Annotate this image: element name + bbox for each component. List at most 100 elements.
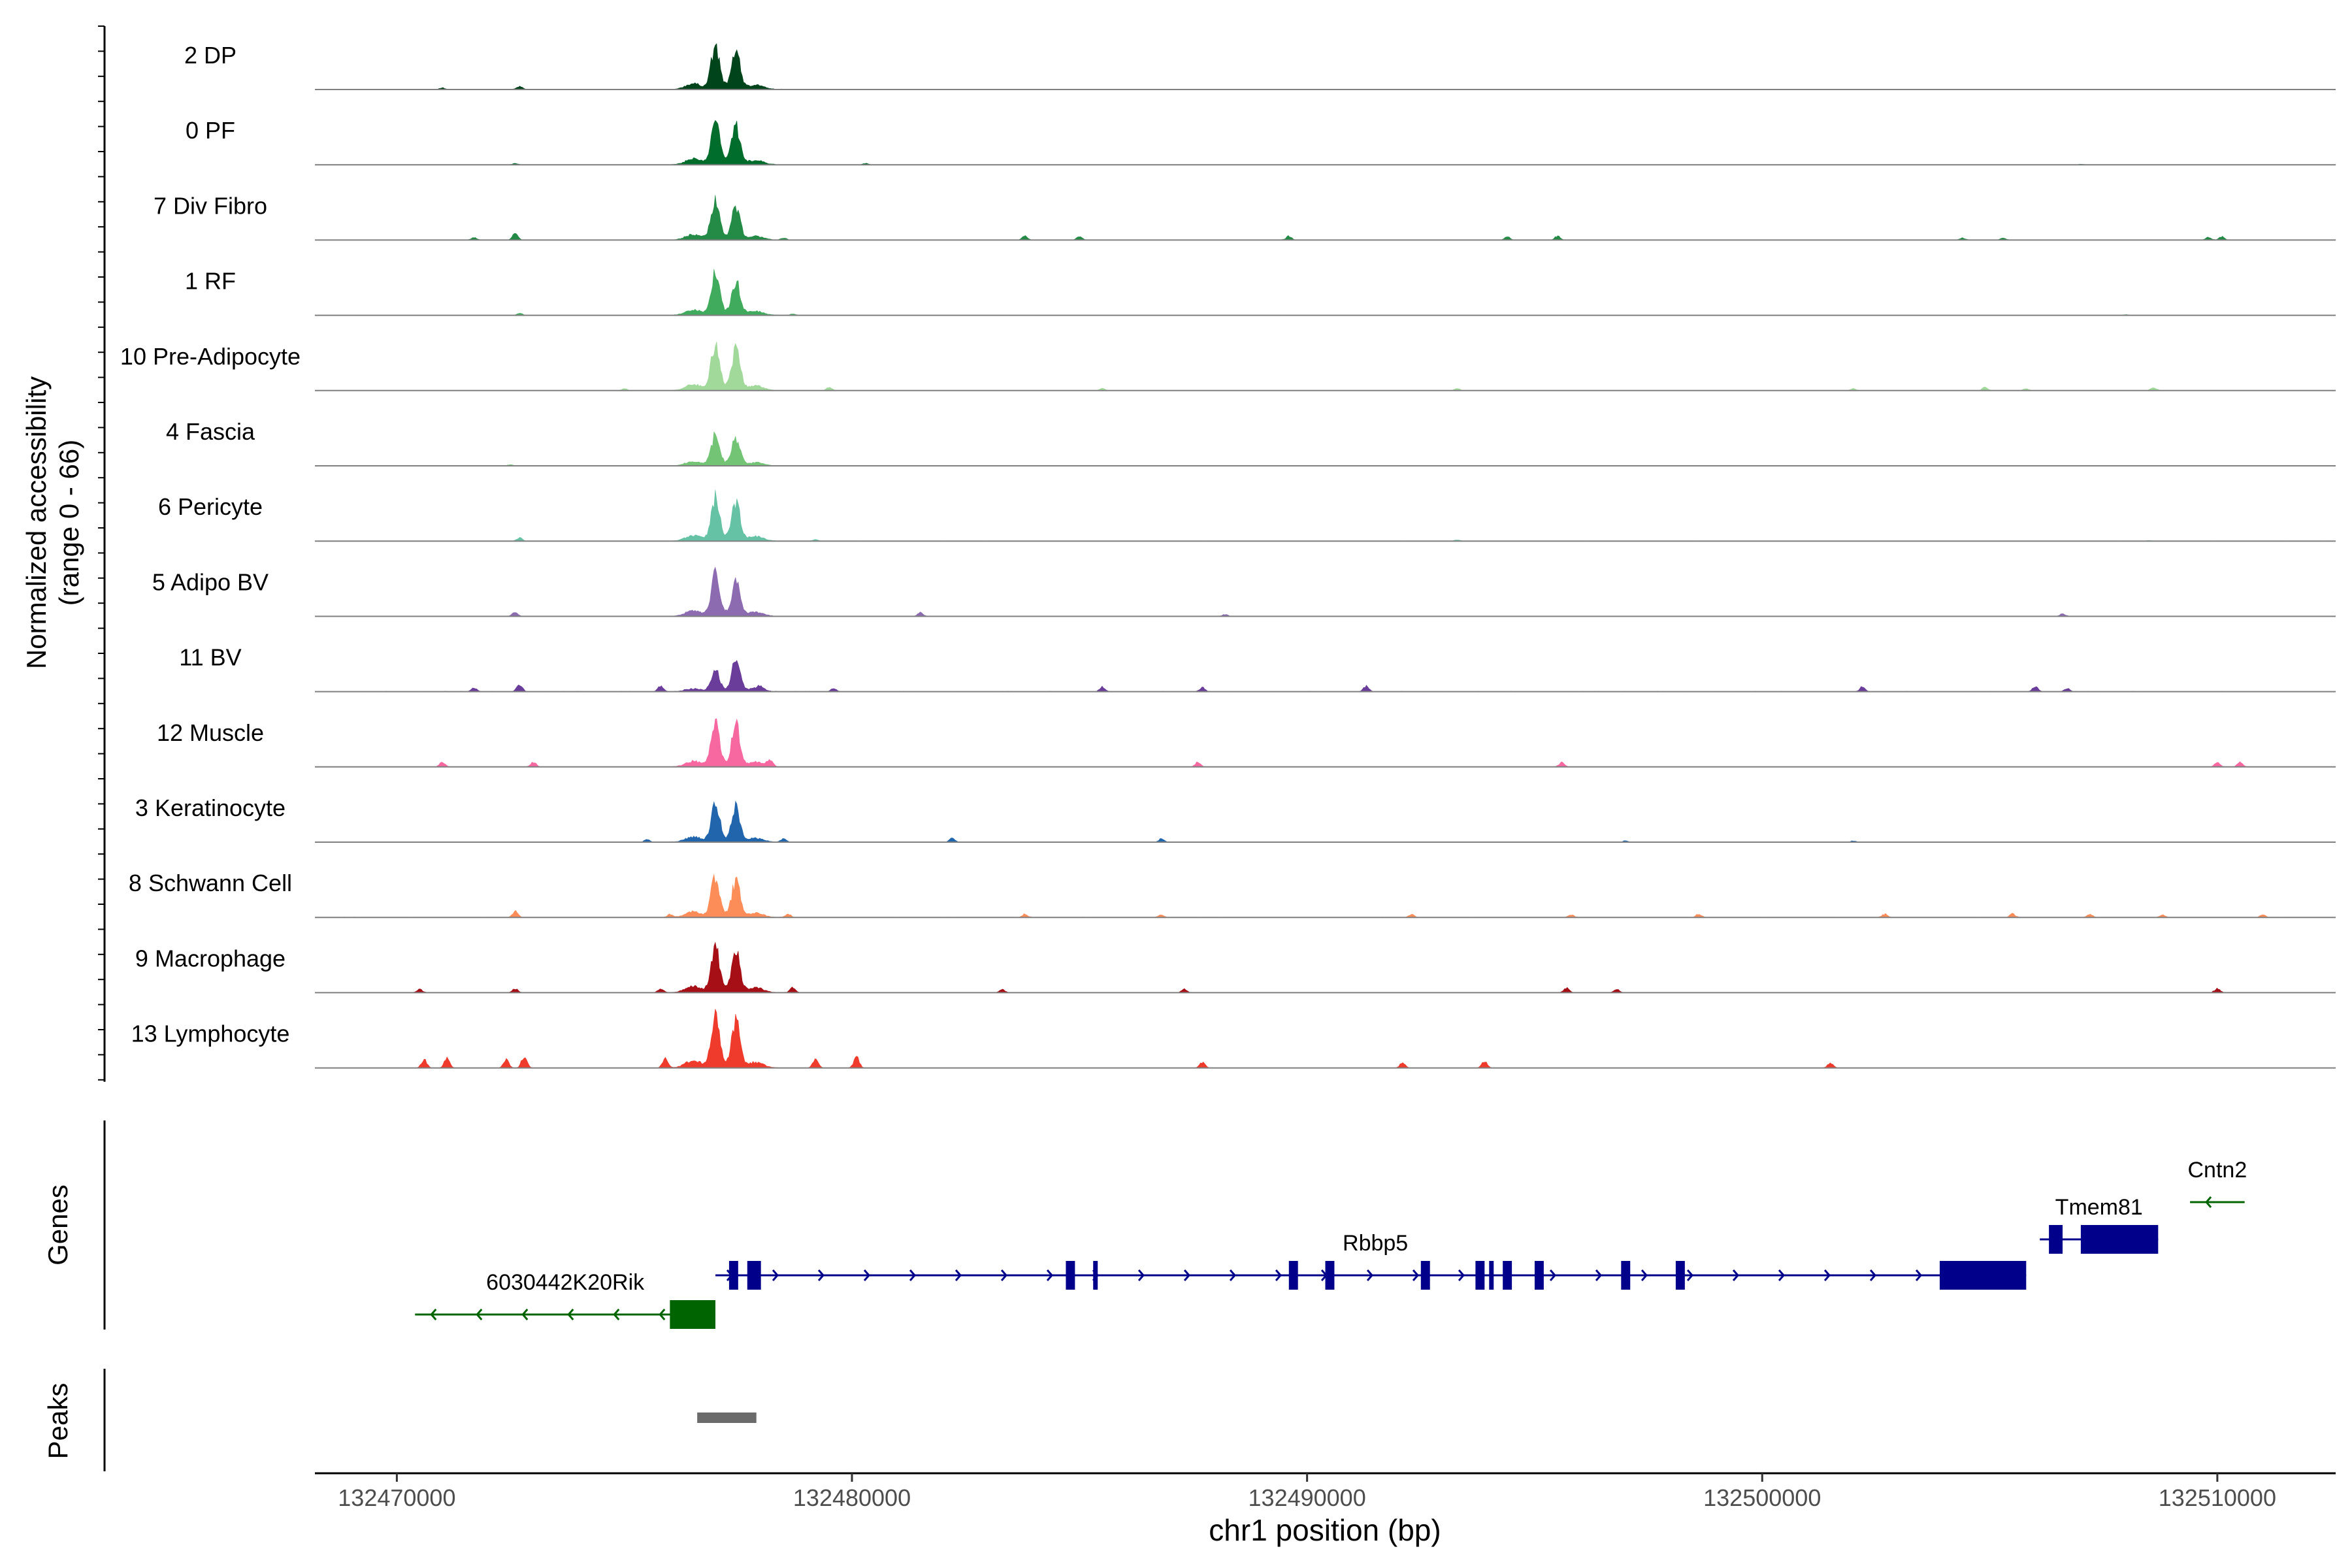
strand-chevron [1229, 1269, 1237, 1281]
exon [2080, 1225, 2159, 1254]
tracks-left-axis [98, 25, 106, 1082]
track-1-rf: 1 RF [185, 268, 2336, 316]
strand-chevron [1915, 1269, 1923, 1281]
track-10-pre-adipocyte: 10 Pre-Adipocyte [120, 342, 2336, 391]
track-7-div-fibro: 7 Div Fibro [154, 192, 2336, 241]
strand-chevron [1412, 1269, 1420, 1281]
track-6-pericyte: 6 Pericyte [158, 489, 2336, 542]
track-label: 10 Pre-Adipocyte [120, 343, 301, 370]
y-axis-title: Normalized accessibility (range 0 - 66) [21, 376, 84, 669]
peaks-panel: Peaks [42, 1369, 757, 1471]
gene-label: Tmem81 [2055, 1195, 2143, 1220]
strand-chevron [1366, 1269, 1374, 1281]
track-label: 7 Div Fibro [154, 192, 267, 219]
track-label: 2 DP [184, 42, 237, 69]
track-9-macrophage: 9 Macrophage [135, 942, 2336, 994]
track-11-bv: 11 BV [179, 644, 2336, 693]
track-4-fascia: 4 Fascia [166, 418, 2336, 466]
gene-tmem81: Tmem81 [2040, 1195, 2159, 1254]
strand-chevron [521, 1309, 529, 1320]
strand-chevron [1000, 1269, 1008, 1281]
exon [1288, 1261, 1298, 1290]
x-tick-label: 132490000 [1249, 1484, 1366, 1511]
track-2-dp: 2 DP [184, 42, 2336, 90]
peak-regions [697, 1413, 757, 1423]
strand-chevron [1641, 1269, 1648, 1281]
exon [1503, 1261, 1512, 1290]
genes-panel-title: Genes [42, 1184, 73, 1266]
strand-chevron [1137, 1269, 1145, 1281]
track-label: 11 BV [179, 644, 241, 671]
x-axis-title: chr1 position (bp) [1209, 1513, 1441, 1547]
track-0-pf: 0 PF [186, 117, 2336, 166]
exon [1093, 1261, 1098, 1290]
track-label: 5 Adipo BV [152, 568, 269, 595]
exon [728, 1261, 738, 1290]
gene-label: 6030442K20Rik [486, 1270, 645, 1295]
coverage-tracks: 2 DP 0 PF 7 Div Fibro 1 RF 10 Pre-Adipocyte 4… [120, 42, 2336, 1069]
track-5-adipo-bv: 5 Adipo BV [152, 566, 2336, 617]
y-axis-title-line1: Normalized accessibility [21, 376, 52, 669]
strand-chevron [476, 1309, 483, 1320]
gene-6030442k20rik: 6030442K20Rik [415, 1270, 716, 1329]
track-label: 1 RF [185, 268, 236, 295]
gene-cntn2: Cntn2 [2188, 1158, 2247, 1208]
exon [747, 1261, 761, 1290]
strand-chevron [613, 1309, 620, 1320]
x-axis: 132470000 132480000 132490000 132500000 1325… [315, 1472, 2336, 1547]
strand-chevron [1275, 1269, 1282, 1281]
strand-chevron [955, 1269, 962, 1281]
track-3-keratinocyte: 3 Keratinocyte [135, 794, 2336, 843]
strand-chevron [817, 1269, 825, 1281]
track-label: 9 Macrophage [135, 945, 286, 972]
track-label: 3 Keratinocyte [135, 794, 286, 821]
strand-chevron [1869, 1269, 1877, 1281]
strand-chevron [1549, 1269, 1557, 1281]
track-label: 4 Fascia [166, 418, 255, 445]
exon [1066, 1261, 1075, 1290]
gene-rbbp5: Rbbp5 [715, 1231, 2027, 1290]
x-tick-label: 132500000 [1703, 1484, 1821, 1511]
y-axis-title-line2: (range 0 - 66) [54, 440, 84, 606]
track-label: 13 Lymphocyte [131, 1021, 290, 1047]
track-label: 8 Schwann Cell [129, 870, 292, 896]
strand-chevron [1595, 1269, 1603, 1281]
x-axis-ticks: 132470000 132480000 132490000 132500000 1325… [338, 1473, 2276, 1511]
peak-bar [697, 1413, 757, 1423]
strand-chevron [430, 1309, 437, 1320]
x-tick-label: 132470000 [338, 1484, 455, 1511]
peaks-panel-title: Peaks [42, 1383, 73, 1460]
strand-chevron [909, 1269, 917, 1281]
exon [670, 1300, 716, 1329]
track-13-lymphocyte: 13 Lymphocyte [131, 1009, 2336, 1069]
strand-chevron [1183, 1269, 1191, 1281]
strand-chevron [1732, 1269, 1740, 1281]
strand-chevron [772, 1269, 779, 1281]
exon [1939, 1261, 2027, 1290]
track-label: 6 Pericyte [158, 493, 263, 520]
track-8-schwann-cell: 8 Schwann Cell [129, 870, 2336, 919]
strand-chevron [659, 1309, 666, 1320]
gene-models: 6030442K20Rik Rbbp5 Tmem81 Cntn2 [415, 1158, 2247, 1329]
exon [2049, 1225, 2063, 1254]
strand-chevron [567, 1309, 574, 1320]
strand-chevron [1823, 1269, 1831, 1281]
exon [1534, 1261, 1544, 1290]
exon [1325, 1261, 1335, 1290]
track-label: 12 Muscle [157, 719, 264, 746]
gene-label: Rbbp5 [1343, 1231, 1408, 1256]
exon [1475, 1261, 1485, 1290]
track-12-muscle: 12 Muscle [157, 718, 2336, 768]
exon [1420, 1261, 1430, 1290]
genes-panel: Genes 6030442K20Rik Rbbp5 Tmem81 Cntn2 [42, 1120, 2247, 1330]
exon [1489, 1261, 1494, 1290]
gene-label: Cntn2 [2188, 1158, 2247, 1183]
x-tick-label: 132480000 [793, 1484, 911, 1511]
strand-chevron [1046, 1269, 1054, 1281]
exon [1621, 1261, 1631, 1290]
exon [1675, 1261, 1685, 1290]
x-tick-label: 132510000 [2159, 1484, 2276, 1511]
strand-chevron [1458, 1269, 1465, 1281]
strand-chevron [1686, 1269, 1694, 1281]
